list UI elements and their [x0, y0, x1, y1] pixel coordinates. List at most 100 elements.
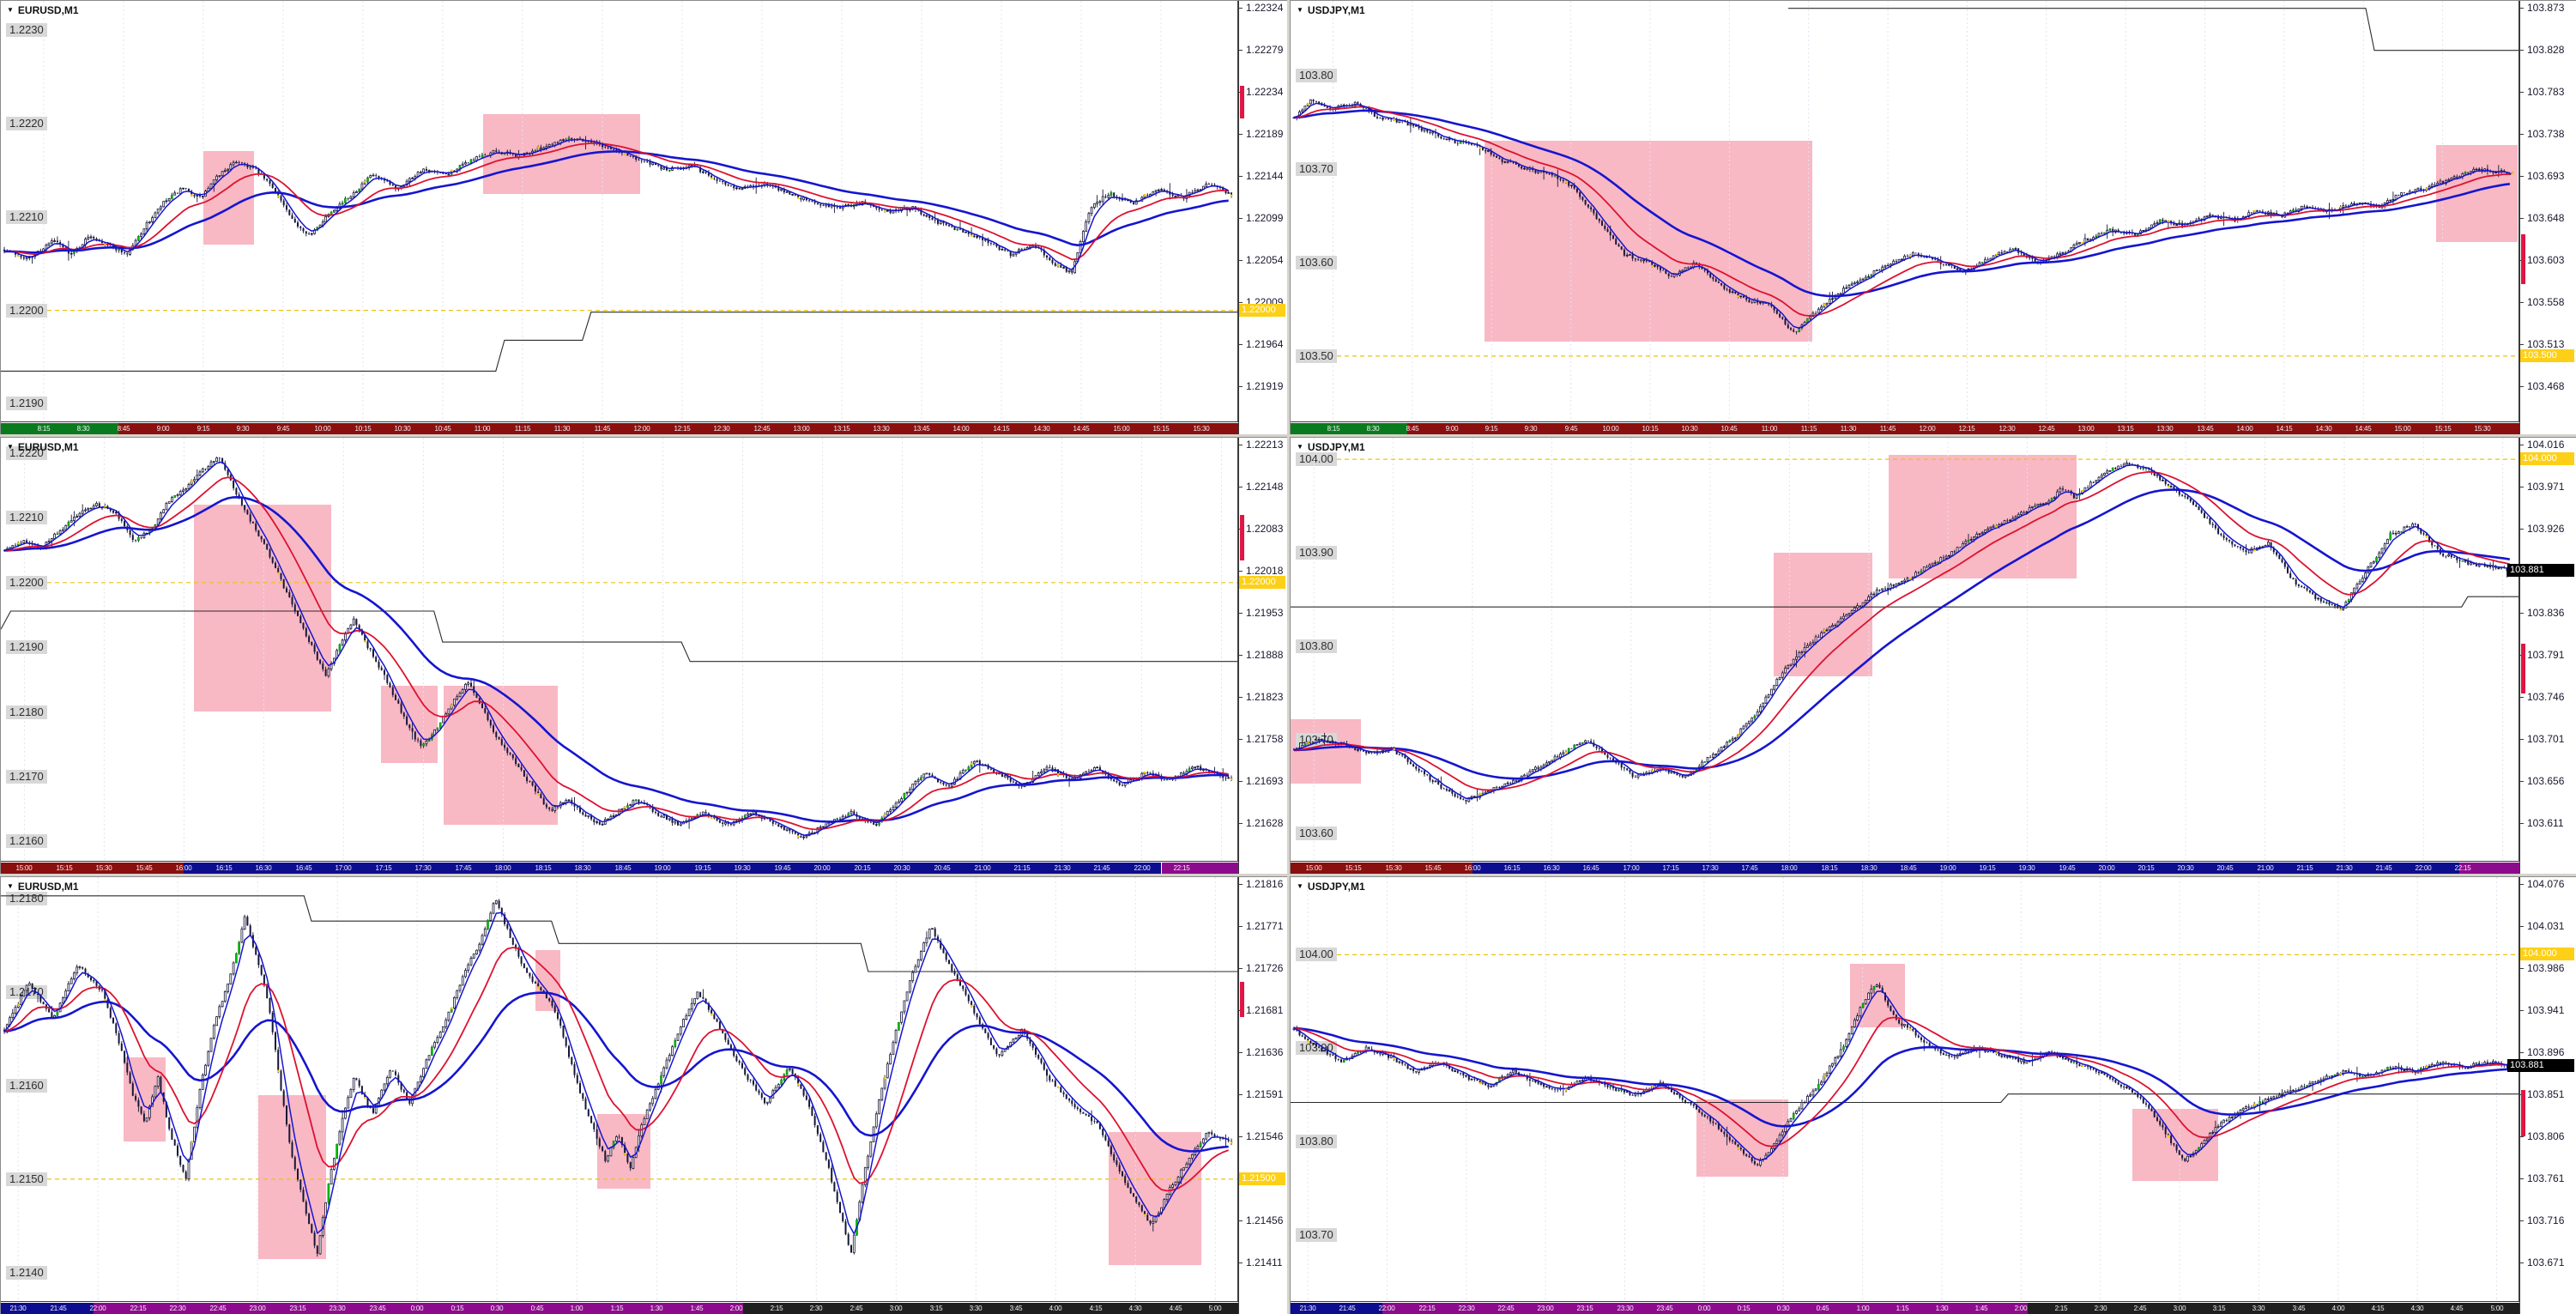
candlestick-plot — [1292, 1, 2519, 421]
axis-tick-label: 103.806 — [2527, 1130, 2565, 1142]
highlight-zone — [1109, 1132, 1201, 1265]
axis-tick-label: 104.031 — [2527, 920, 2565, 932]
chart-title-bar: ▼ USDJPY,M1 — [1297, 881, 1365, 893]
time-tick-label: 16:15 — [215, 864, 233, 872]
time-tick-label: 21:15 — [1013, 864, 1031, 872]
price-chart[interactable]: 103.80 103.70 103.60 103.50 — [1291, 1, 2519, 421]
time-tick-label: 10:15 — [1642, 425, 1659, 433]
price-scale[interactable]: 104.016 103.971 103.926 103.836 103.791 103.7… — [2507, 438, 2576, 874]
time-tick-label: 20:00 — [2098, 864, 2115, 872]
price-chart[interactable]: 1.2180 1.2170 1.2160 1.2150 1.2140 — [1, 877, 1238, 1301]
session-segment — [118, 423, 1238, 434]
time-tick-label: 9:15 — [197, 425, 210, 433]
chart-title-bar: ▼ EURUSD,M1 — [7, 4, 79, 16]
axis-tick — [2520, 739, 2524, 740]
axis-tick — [2520, 134, 2524, 135]
time-tick-label: 2:30 — [809, 1305, 823, 1312]
axis-tick-label: 103.693 — [2527, 170, 2565, 182]
chevron-down-icon[interactable]: ▼ — [7, 443, 14, 451]
time-tick-label: 14:30 — [1033, 425, 1050, 433]
time-tick-label: 0:15 — [1737, 1305, 1751, 1312]
axis-tick — [1239, 655, 1243, 656]
grid-price-label: 103.60 — [1296, 256, 1337, 269]
time-tick-label: 17:00 — [1623, 864, 1640, 872]
chevron-down-icon[interactable]: ▼ — [1297, 6, 1303, 14]
level-price-tag: 1.21500 — [1239, 1172, 1285, 1185]
time-tick-label: 16:45 — [1582, 864, 1599, 872]
highlight-zone — [1889, 455, 2077, 578]
price-chart[interactable]: 104.00 103.90 103.80 103.70 103.60 — [1291, 438, 2519, 861]
time-tick-label: 5:00 — [1208, 1305, 1222, 1312]
chart-title: EURUSD,M1 — [17, 881, 79, 893]
time-tick-label: 22:15 — [1173, 864, 1190, 872]
time-scale[interactable]: 8:15 8:30 8:45 9:00 9:15 9:30 9:45 10:00 10:15 10… — [1, 421, 1238, 434]
time-tick-label: 23:45 — [369, 1305, 386, 1312]
time-tick-label: 18:45 — [614, 864, 632, 872]
time-tick-label: 0:00 — [1697, 1305, 1711, 1312]
time-tick-label: 17:15 — [1662, 864, 1679, 872]
time-tick-label: 0:15 — [450, 1305, 464, 1312]
time-tick-label: 23:30 — [1617, 1305, 1634, 1312]
axis-tick — [2520, 1052, 2524, 1053]
price-scale[interactable]: 1.22213 1.22148 1.22083 1.22018 1.21953 1.218… — [1238, 438, 1287, 874]
time-tick-label: 9:45 — [276, 425, 290, 433]
level-price-tag: 1.22000 — [1239, 576, 1285, 589]
grid-price-label: 103.90 — [1296, 546, 1337, 560]
axis-tick — [1239, 302, 1243, 303]
axis-tick — [2520, 529, 2524, 530]
time-tick-label: 3:45 — [1009, 1305, 1023, 1312]
time-tick-label: 16:30 — [1543, 864, 1560, 872]
grid-price-label: 103.70 — [1296, 162, 1337, 176]
axis-tick-label: 103.671 — [2527, 1256, 2565, 1269]
time-tick-label: 0:30 — [490, 1305, 504, 1312]
time-tick-label: 8:30 — [1366, 425, 1380, 433]
axis-tick — [1239, 134, 1243, 135]
time-tick-label: 0:30 — [1776, 1305, 1790, 1312]
time-tick-label: 16:30 — [255, 864, 272, 872]
price-chart[interactable]: 1.2230 1.2220 1.2210 1.2200 1.2190 — [1, 1, 1238, 421]
price-chart[interactable]: 104.00 103.90 103.80 103.70 — [1291, 877, 2519, 1301]
time-tick-label: 16:45 — [295, 864, 312, 872]
price-scale[interactable]: 104.076 104.031 103.986 103.941 103.896 103.8… — [2507, 877, 2576, 1314]
axis-tick — [1239, 968, 1243, 969]
chevron-down-icon[interactable]: ▼ — [7, 6, 14, 14]
axis-tick — [2520, 884, 2524, 885]
time-tick-label: 4:15 — [2371, 1305, 2385, 1312]
time-tick-label: 10:00 — [314, 425, 331, 433]
axis-tick-label: 1.21758 — [1246, 733, 1284, 745]
axis-tick — [2520, 344, 2524, 345]
chevron-down-icon[interactable]: ▼ — [1297, 882, 1303, 890]
axis-tick-label: 1.21546 — [1246, 1130, 1284, 1142]
time-scale[interactable]: 21:30 21:45 22:00 22:15 22:30 22:45 23:00 23:15… — [1, 1301, 1238, 1314]
time-scale[interactable]: 21:30 21:45 22:00 22:15 22:30 22:45 23:00 23:15… — [1291, 1301, 2519, 1314]
time-tick-label: 11:15 — [514, 425, 531, 433]
time-tick-label: 13:45 — [2197, 425, 2214, 433]
bid-price-tag: 103.881 — [2507, 1059, 2574, 1072]
spread-range-bar — [2521, 1090, 2525, 1136]
axis-tick-label: 103.738 — [2527, 128, 2565, 140]
highlight-zone — [2436, 145, 2518, 242]
time-scale[interactable]: 15:00 15:15 15:30 15:45 16:00 16:15 16:30 16:45… — [1291, 861, 2519, 874]
chevron-down-icon[interactable]: ▼ — [1297, 443, 1303, 451]
time-tick-label: 22:30 — [1458, 1305, 1475, 1312]
chevron-down-icon[interactable]: ▼ — [7, 882, 14, 890]
time-scale[interactable]: 8:15 8:30 8:45 9:00 9:15 9:30 9:45 10:00 10:15 10… — [1291, 421, 2519, 434]
chart-title-bar: ▼ USDJPY,M1 — [1297, 441, 1365, 453]
time-tick-label: 15:00 — [15, 864, 33, 872]
price-scale[interactable]: 103.873 103.828 103.783 103.738 103.693 103.6… — [2519, 1, 2576, 434]
price-scale[interactable]: 1.21816 1.21771 1.21726 1.21681 1.21636 1.215… — [1238, 877, 1287, 1314]
axis-tick — [1239, 1136, 1243, 1137]
time-tick-label: 20:00 — [813, 864, 831, 872]
price-scale[interactable]: 1.22324 1.22279 1.22234 1.22189 1.22144 1.220… — [1238, 1, 1287, 434]
chart-title: EURUSD,M1 — [17, 441, 79, 453]
price-chart[interactable]: 1.2220 1.2210 1.2200 1.2190 1.2180 1.2170 1.21… — [1, 438, 1238, 861]
spread-range-bar — [2521, 644, 2525, 693]
grid-price-label: 103.50 — [1296, 349, 1337, 363]
time-tick-label: 23:00 — [249, 1305, 266, 1312]
time-tick-label: 18:00 — [494, 864, 511, 872]
time-scale[interactable]: 15:00 15:15 15:30 15:45 16:00 16:15 16:30 16:45… — [1, 861, 1238, 874]
axis-tick-label: 103.926 — [2527, 523, 2565, 535]
axis-tick — [2520, 176, 2524, 177]
axis-tick-label: 104.076 — [2527, 878, 2565, 890]
